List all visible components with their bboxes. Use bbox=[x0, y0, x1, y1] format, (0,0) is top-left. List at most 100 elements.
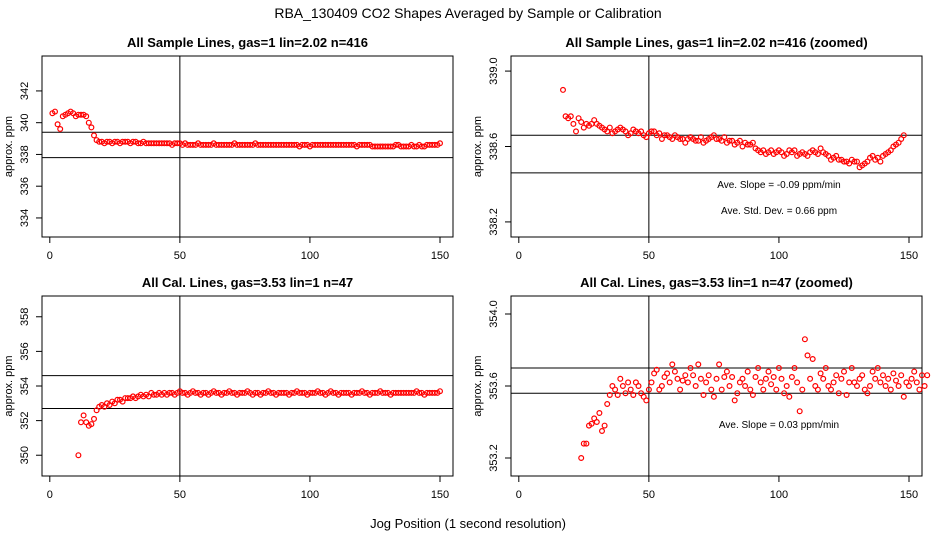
panel-4-frame bbox=[510, 295, 923, 477]
y-tick-label: 353.2 bbox=[488, 444, 500, 472]
data-point bbox=[392, 141, 399, 148]
x-tick-label: 0 bbox=[47, 250, 53, 262]
data-point bbox=[416, 389, 423, 396]
x-tick-label: 100 bbox=[770, 489, 788, 501]
data-point bbox=[887, 386, 894, 393]
panel-2-title: All Sample Lines, gas=1 lin=2.02 n=416 (… bbox=[565, 35, 867, 50]
data-point bbox=[288, 389, 295, 396]
data-point bbox=[90, 415, 97, 422]
data-point bbox=[606, 392, 613, 399]
data-point bbox=[437, 140, 444, 147]
data-point bbox=[890, 370, 897, 377]
data-point bbox=[247, 141, 254, 148]
data-point bbox=[911, 368, 918, 375]
data-point bbox=[765, 368, 772, 375]
data-point bbox=[762, 375, 769, 382]
y-tick-label: 336 bbox=[19, 177, 31, 195]
data-point bbox=[788, 374, 795, 381]
data-point bbox=[677, 136, 684, 143]
data-point bbox=[301, 141, 308, 148]
data-point bbox=[661, 132, 668, 139]
data-point bbox=[830, 379, 837, 386]
data-point bbox=[700, 392, 707, 399]
data-point bbox=[835, 156, 842, 163]
data-point bbox=[411, 143, 418, 150]
x-tick-label: 150 bbox=[900, 250, 918, 262]
y-tick-label: 358 bbox=[19, 308, 31, 326]
data-point bbox=[684, 379, 691, 386]
data-point bbox=[372, 389, 379, 396]
data-point bbox=[648, 379, 655, 386]
x-tick-label: 100 bbox=[301, 250, 319, 262]
data-point bbox=[744, 368, 751, 375]
data-point bbox=[299, 389, 306, 396]
data-point bbox=[674, 375, 681, 382]
data-point bbox=[627, 386, 634, 393]
data-point bbox=[418, 143, 425, 150]
data-point bbox=[739, 375, 746, 382]
data-point bbox=[736, 137, 743, 144]
data-point bbox=[593, 419, 600, 426]
data-point bbox=[859, 372, 866, 379]
x-tick-label: 50 bbox=[643, 489, 655, 501]
data-point bbox=[835, 390, 842, 397]
y-tick-label: 352 bbox=[19, 411, 31, 429]
data-point bbox=[205, 141, 212, 148]
data-point bbox=[814, 386, 821, 393]
data-point bbox=[913, 379, 920, 386]
y-tick-label: 338.6 bbox=[488, 133, 500, 161]
data-point bbox=[361, 389, 368, 396]
data-point bbox=[908, 375, 915, 382]
data-point bbox=[851, 158, 858, 165]
data-point bbox=[924, 372, 931, 379]
data-point bbox=[783, 383, 790, 390]
data-point bbox=[742, 383, 749, 390]
data-point bbox=[343, 389, 350, 396]
figure-title: RBA_130409 CO2 Shapes Averaged by Sample… bbox=[274, 5, 662, 21]
data-point bbox=[192, 389, 199, 396]
data-point bbox=[692, 383, 699, 390]
data-point bbox=[57, 125, 64, 132]
data-point bbox=[692, 137, 699, 144]
panel-2-y-label: approx. ppm bbox=[472, 116, 484, 177]
data-point bbox=[353, 389, 360, 396]
data-point bbox=[431, 389, 438, 396]
data-point bbox=[653, 366, 660, 373]
panel-2-frame bbox=[510, 55, 923, 238]
data-point bbox=[718, 386, 725, 393]
data-point bbox=[721, 374, 728, 381]
data-point bbox=[51, 108, 58, 115]
data-point bbox=[799, 386, 806, 393]
data-point bbox=[892, 377, 899, 384]
data-point bbox=[213, 389, 220, 396]
data-point bbox=[309, 389, 316, 396]
data-point bbox=[853, 383, 860, 390]
data-point bbox=[749, 392, 756, 399]
panel-4-title: All Cal. Lines, gas=3.53 lin=1 n=47 (zoo… bbox=[580, 275, 853, 290]
data-point bbox=[179, 389, 186, 396]
panel-1-frame bbox=[41, 55, 454, 238]
data-point bbox=[747, 386, 754, 393]
y-tick-label: 356 bbox=[19, 342, 31, 360]
data-point bbox=[807, 375, 814, 382]
data-point bbox=[625, 379, 632, 386]
data-point bbox=[239, 389, 246, 396]
data-point bbox=[103, 138, 110, 145]
data-point bbox=[348, 141, 355, 148]
data-point bbox=[734, 390, 741, 397]
data-point bbox=[760, 386, 767, 393]
data-point bbox=[431, 141, 438, 148]
data-point bbox=[705, 372, 712, 379]
data-point bbox=[916, 386, 923, 393]
data-point bbox=[580, 440, 587, 447]
data-point bbox=[567, 113, 574, 120]
data-point bbox=[770, 374, 777, 381]
x-tick-label: 150 bbox=[431, 489, 449, 501]
data-point bbox=[900, 132, 907, 139]
data-point bbox=[630, 392, 637, 399]
data-point bbox=[601, 422, 608, 429]
data-point bbox=[614, 392, 621, 399]
data-point bbox=[578, 118, 585, 125]
panel-3-title: All Cal. Lines, gas=3.53 lin=1 n=47 bbox=[142, 275, 353, 290]
data-point bbox=[267, 389, 274, 396]
